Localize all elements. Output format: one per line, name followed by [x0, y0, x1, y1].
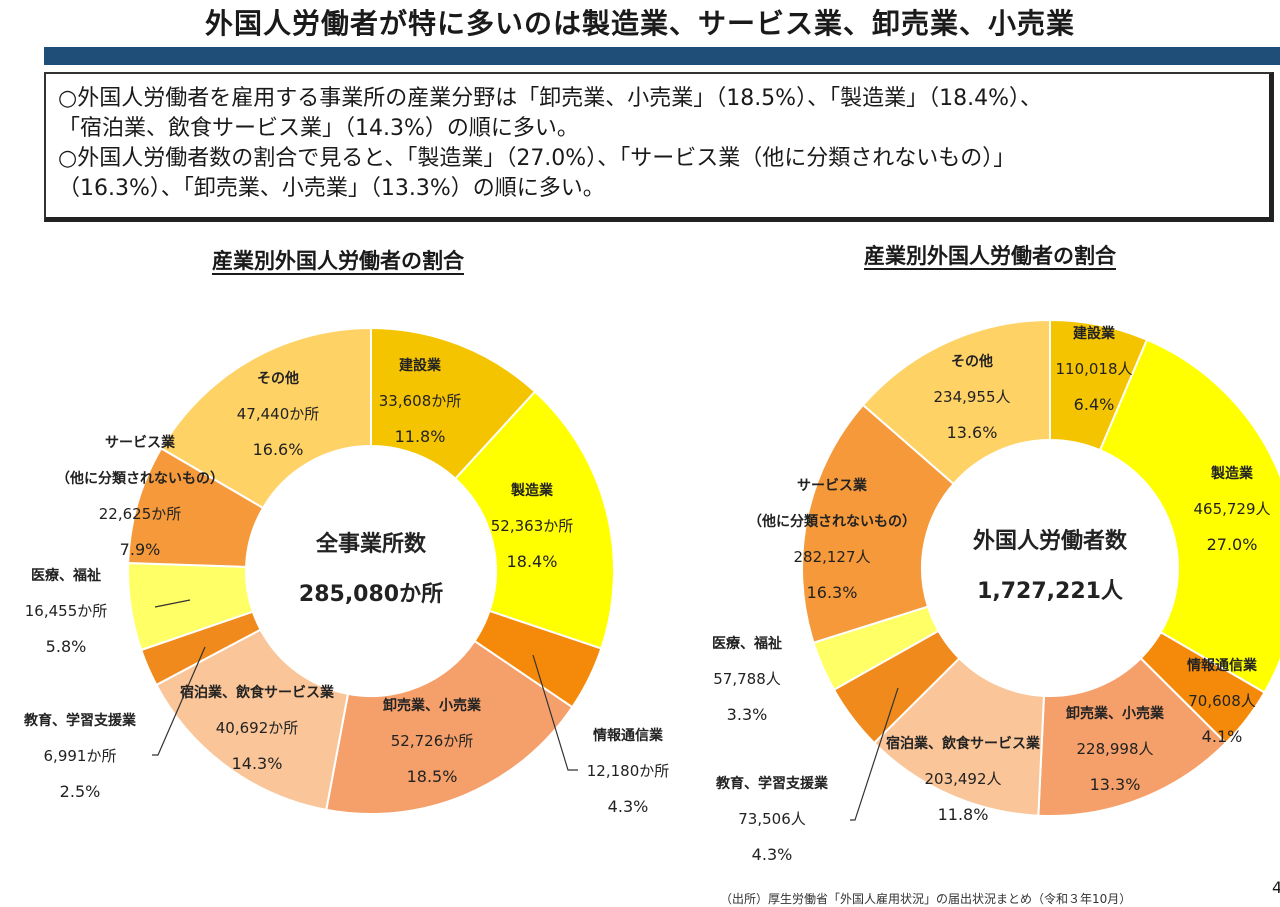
slice-2	[1098, 338, 1280, 694]
slice-label-name: 教育、学習支援業	[24, 712, 137, 729]
donut-chart-1	[127, 326, 615, 815]
center-label: 全事業所数	[315, 531, 427, 557]
slice-label-name-sub: （他に分類されないもの）	[748, 513, 916, 530]
slice-label-name-sub: （他に分類されないもの）	[56, 470, 224, 487]
slice-label-value: 228,998人	[1076, 740, 1153, 758]
slice-label-value: 282,127人	[793, 548, 870, 566]
slice-label-name: 卸売業、小売業	[383, 697, 482, 714]
slice-label-value: 12,180か所	[587, 762, 670, 780]
summary-line: ○外国人労働者を雇用する事業所の産業分野は「卸売業、小売業」（18.5%）、「製…	[58, 86, 1042, 111]
leader-line-3	[154, 599, 191, 608]
leader-line-1	[850, 687, 899, 821]
slice-label-percent: 11.8%	[938, 805, 989, 824]
slice-label-percent: 13.3%	[1090, 775, 1141, 794]
slice-label-name: 医療、福祉	[31, 567, 101, 584]
slice-label-name: サービス業	[105, 434, 176, 451]
source-note: （出所）厚生労働省「外国人雇用状況」の届出状況まとめ（令和３年10月）	[720, 892, 1132, 906]
slice-label-value: 6,991か所	[44, 747, 117, 765]
slice-label-percent: 16.6%	[253, 440, 304, 459]
slice-label-value: 203,492人	[924, 770, 1001, 788]
slice-label-value: 73,506人	[738, 810, 806, 828]
slice-label-name: 情報通信業	[1187, 657, 1258, 674]
slice-label-name: 製造業	[1210, 465, 1254, 482]
chart-title-workers: 産業別外国人労働者の割合	[864, 244, 1116, 268]
slice-label-percent: 4.3%	[608, 797, 649, 816]
slice-label-name: サービス業	[797, 477, 868, 494]
slice-label-name: 宿泊業、飲食サービス業	[180, 684, 335, 701]
chart-title-establishments: 産業別外国人労働者の割合	[212, 249, 464, 273]
slice-label-name: 教育、学習支援業	[716, 775, 829, 792]
slice-8	[801, 403, 955, 644]
page-number: 4	[1272, 878, 1280, 897]
slice-label-name: 製造業	[510, 482, 554, 499]
slice-label-value: 47,440か所	[237, 405, 320, 423]
slice-label-name: 情報通信業	[593, 727, 664, 744]
slice-label-percent: 3.3%	[727, 705, 768, 724]
slice-label-value: 57,788人	[713, 670, 781, 688]
slice-label-value: 110,018人	[1055, 360, 1132, 378]
summary-line: （16.3%）、「卸売業、小売業」（13.3%）の順に多い。	[58, 176, 605, 201]
slice-label-value: 465,729人	[1193, 500, 1270, 518]
slice-label-name: 卸売業、小売業	[1066, 705, 1165, 722]
slice-9	[159, 326, 372, 510]
slice-label-name: その他	[951, 353, 993, 370]
slice-label-percent: 13.6%	[947, 423, 998, 442]
slice-label-name: その他	[257, 370, 299, 387]
slice-label-value: 70,608人	[1188, 692, 1256, 710]
leader-line-2	[152, 646, 206, 756]
donut-chart-2	[801, 318, 1280, 821]
slice-label-name: 医療、福祉	[712, 635, 782, 652]
summary-line: 「宿泊業、飲食サービス業」（14.3%）の順に多い。	[58, 116, 579, 141]
slice-label-percent: 4.1%	[1202, 727, 1243, 746]
slice-label-value: 234,955人	[933, 388, 1010, 406]
slice-label-value: 16,455か所	[25, 602, 108, 620]
slice-label-percent: 6.4%	[1074, 395, 1115, 414]
slice-label-value: 52,726か所	[391, 732, 474, 750]
slice-label-name: 宿泊業、飲食サービス業	[886, 735, 1041, 752]
slice-label-percent: 18.5%	[407, 767, 458, 786]
slice-label-percent: 16.3%	[807, 583, 858, 602]
slice-label-value: 40,692か所	[216, 719, 299, 737]
slice-2	[453, 390, 615, 650]
slice-label-percent: 18.4%	[507, 552, 558, 571]
slice-label-percent: 5.8%	[46, 637, 87, 656]
center-value: 1,727,221人	[977, 579, 1123, 604]
summary-line: ○外国人労働者数の割合で見ると、「製造業」（27.0%）、「サービス業（他に分類…	[58, 146, 1016, 171]
slice-label-value: 22,625か所	[99, 505, 182, 523]
leader-line-1	[532, 654, 578, 771]
summary-box: ○外国人労働者を雇用する事業所の産業分野は「卸売業、小売業」（18.5%）、「製…	[44, 72, 1274, 222]
slice-label-percent: 7.9%	[120, 540, 161, 559]
slice-label-name: 建設業	[1073, 325, 1116, 342]
slice-label-value: 33,608か所	[379, 392, 462, 410]
slice-label-percent: 14.3%	[232, 754, 283, 773]
title-bar	[44, 47, 1280, 65]
slice-label-percent: 2.5%	[60, 782, 101, 801]
slice-4	[325, 639, 574, 815]
slice-label-percent: 11.8%	[395, 427, 446, 446]
slice-label-percent: 4.3%	[752, 845, 793, 864]
slice-9	[861, 318, 1051, 486]
slice-label-value: 52,363か所	[491, 517, 574, 535]
slice-label-percent: 27.0%	[1207, 535, 1258, 554]
center-value: 285,080か所	[299, 582, 443, 607]
slice-label-name: 建設業	[399, 357, 442, 374]
page-title: 外国人労働者が特に多いのは製造業、サービス業、卸売業、小売業	[204, 7, 1075, 40]
center-label: 外国人労働者数	[973, 528, 1128, 554]
